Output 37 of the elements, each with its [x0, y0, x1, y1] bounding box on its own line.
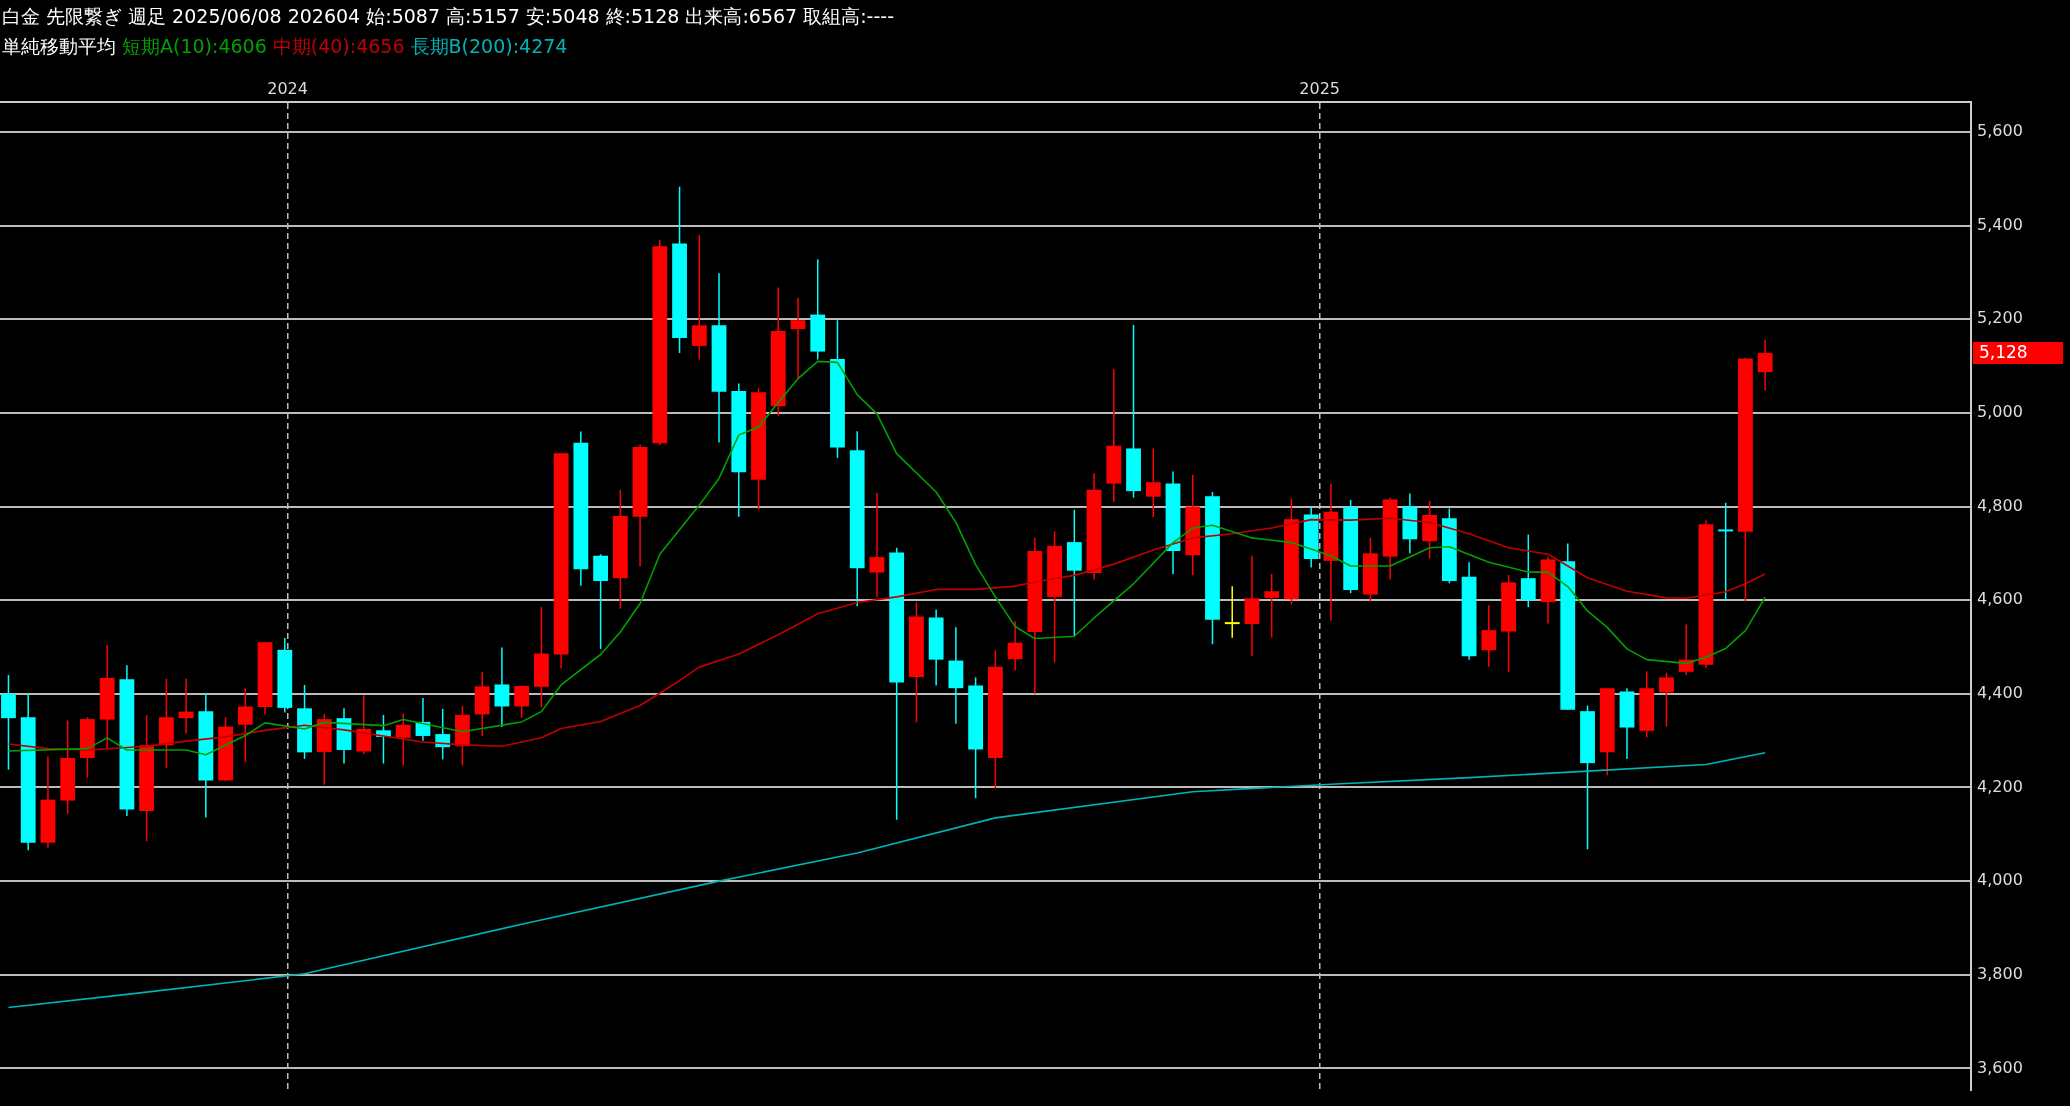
- candlestick: [790, 296, 806, 380]
- candlestick: [1520, 533, 1536, 608]
- candlestick: [514, 685, 530, 719]
- text: 5,128: [1979, 342, 2028, 363]
- candlestick: [1718, 502, 1734, 601]
- candlestick: [356, 694, 372, 755]
- y-tick-label: 4,800: [1977, 495, 2023, 515]
- text: 長期B(200):4274: [410, 35, 568, 57]
- text: 短期A(10):4606: [122, 35, 267, 57]
- candlestick: [1481, 604, 1497, 668]
- candlestick: [395, 712, 411, 767]
- chart-title: 白金 先限繋ぎ 週足 2025/06/08 202604 始:5087 高:5157 安:5048 終:5128 出来高:6567 取組高:----: [2, 4, 895, 29]
- y-tick-label: 5,600: [1977, 121, 2023, 141]
- text: 中期(40):4656: [272, 35, 405, 57]
- y-tick-label: 4,400: [1977, 682, 2023, 702]
- y-tick-label: 4,200: [1977, 776, 2023, 796]
- candlestick: [1007, 620, 1023, 672]
- y-tick-label: 4,600: [1977, 589, 2023, 609]
- candlestick: [178, 678, 194, 735]
- y-tick-label: 3,800: [1977, 963, 2023, 983]
- candlestick: [1757, 338, 1773, 392]
- x-tick-label: 2024: [267, 78, 308, 98]
- candlestick: [691, 234, 707, 361]
- y-tick-label: 5,400: [1977, 214, 2023, 234]
- candlestick: [1224, 585, 1240, 639]
- candlestick: [869, 492, 885, 598]
- candlestick: [1659, 672, 1674, 728]
- y-tick-label: 3,600: [1977, 1057, 2023, 1077]
- candlestick: [494, 646, 510, 728]
- legend-title: 単純移動平均: [2, 35, 116, 57]
- y-tick-label: 5,000: [1977, 402, 2023, 422]
- y-tick-label: 4,000: [1977, 870, 2023, 890]
- x-tick-label: 2025: [1299, 78, 1340, 98]
- candlestick: [1145, 447, 1161, 519]
- y-tick-label: 5,200: [1977, 308, 2023, 328]
- candlestick: [237, 687, 253, 763]
- candlestick: [1264, 573, 1280, 639]
